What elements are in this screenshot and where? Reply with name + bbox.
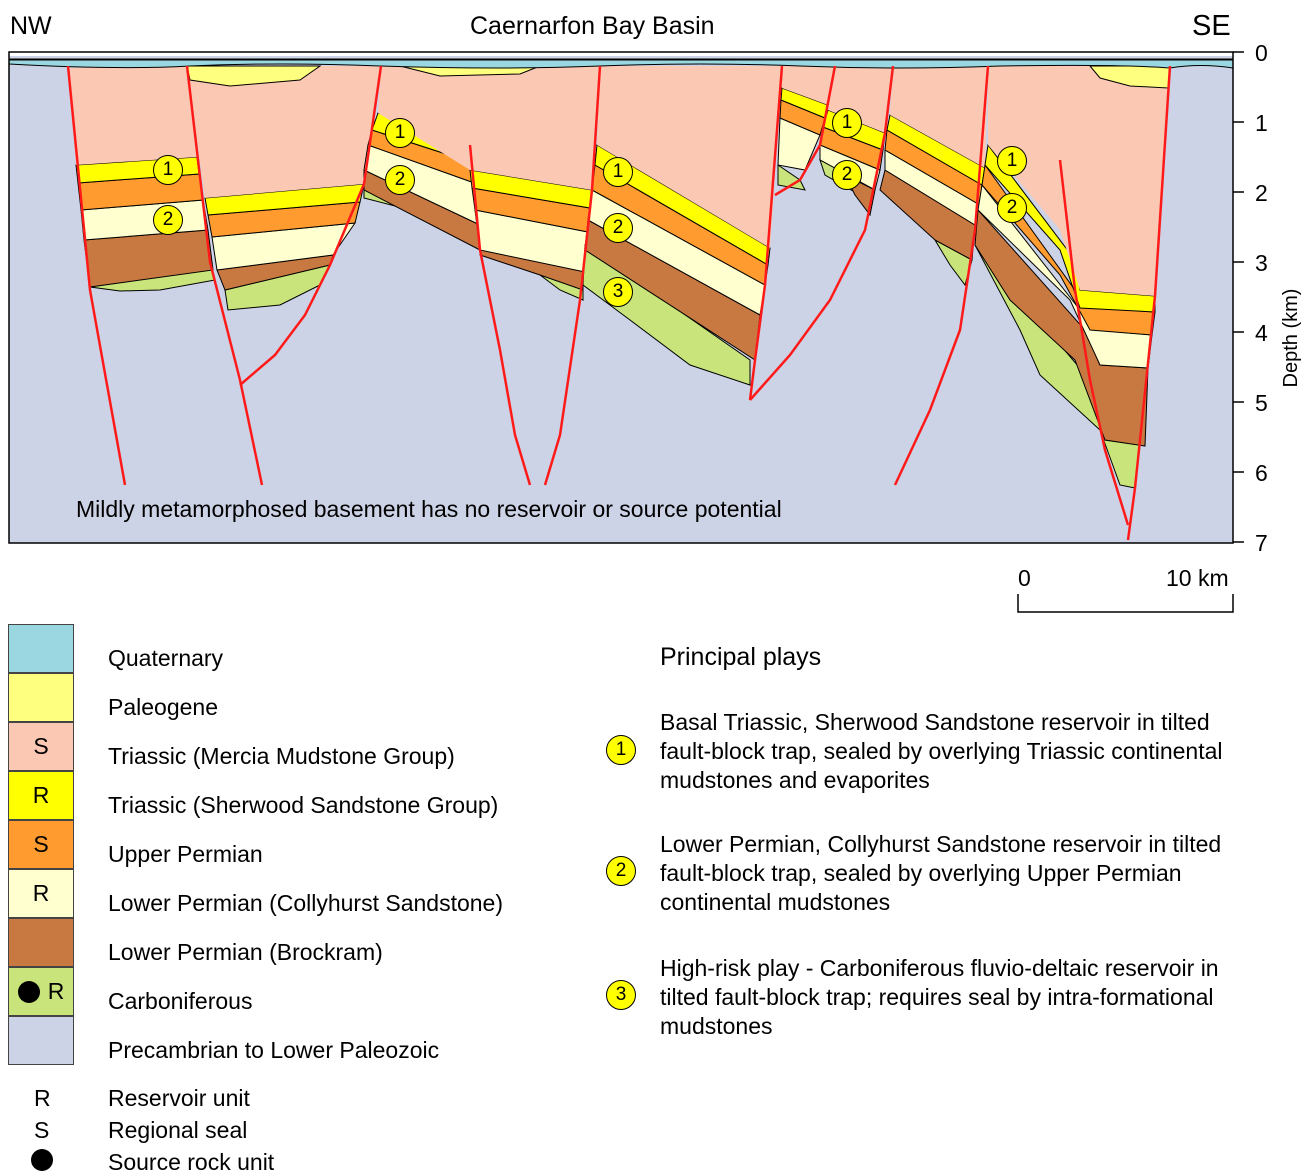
depth-tick-2: 2 [1255, 180, 1268, 206]
play-description-1: Basal Triassic, Sherwood Sandstone reser… [660, 709, 1223, 793]
fault-7 [749, 65, 895, 401]
source-rock-icon [17, 980, 40, 1003]
legend-swatch-sherwood: R [8, 771, 74, 820]
legend-label: Quaternary [108, 645, 224, 671]
legend-label: Lower Permian (Collyhurst Sandstone) [108, 890, 504, 916]
play-description-3: High-risk play - Carboniferous fluvio-de… [660, 955, 1219, 1039]
legend-label: Paleogene [108, 694, 218, 720]
depth-tick-3: 3 [1255, 250, 1268, 276]
fault-block-e [777, 66, 835, 191]
scale-bar-start: 0 [1018, 565, 1031, 591]
legend-swatch-mercia: S [8, 722, 74, 771]
section-marker-play-3: 3 [603, 277, 633, 307]
plays-heading: Principal plays [660, 643, 822, 671]
section-marker-play-2: 2 [603, 213, 633, 243]
orientation-left: NW [10, 12, 52, 40]
fault-block-g [879, 66, 988, 287]
play-description-2: Lower Permian, Collyhurst Sandstone rese… [660, 831, 1222, 915]
fault-10 [1058, 159, 1130, 526]
fault-block-h [974, 65, 1171, 489]
legend-label: Precambrian to Lower Paleozoic [108, 1037, 440, 1063]
basement-note: Mildly metamorphosed basement has no res… [76, 496, 782, 522]
section-marker-play-2: 2 [997, 193, 1027, 223]
section-marker-play-1: 1 [832, 108, 862, 138]
depth-tick-1: 1 [1255, 110, 1268, 136]
play-marker-3: 3 [606, 980, 636, 1010]
legend-label: Lower Permian (Brockram) [108, 939, 383, 965]
depth-axis-ticks [1233, 51, 1244, 543]
scale-bar-end: 10 km [1166, 565, 1229, 591]
depth-axis-label: Depth (km) [1280, 288, 1302, 388]
legend-label: Triassic (Mercia Mudstone Group) [108, 743, 455, 769]
legend-swatch-paleogene [8, 673, 74, 722]
fault-block-c [363, 65, 600, 301]
key-label: Reservoir unit [108, 1085, 250, 1111]
legend-swatch-upper-permian: S [8, 820, 74, 869]
section-marker-play-1: 1 [153, 155, 183, 185]
depth-tick-5: 5 [1255, 390, 1268, 416]
fault-9 [893, 65, 990, 486]
depth-tick-7: 7 [1255, 530, 1268, 556]
orientation-right: SE [1192, 10, 1231, 42]
section-marker-play-2: 2 [832, 160, 862, 190]
section-marker-play-1: 1 [997, 146, 1027, 176]
key-symbol-reservoir: R [34, 1085, 51, 1111]
legend-swatch-quaternary [8, 624, 74, 673]
section-frame [8, 51, 1234, 544]
fault-1 [66, 65, 127, 486]
section-marker-play-2: 2 [385, 165, 415, 195]
fault-2 [185, 65, 264, 486]
fault-block-d [582, 66, 782, 386]
legend-label: Carboniferous [108, 988, 253, 1014]
section-marker-play-1: 1 [385, 118, 415, 148]
depth-tick-0: 0 [1255, 40, 1268, 66]
cross-section [8, 51, 1244, 544]
depth-tick-6: 6 [1255, 460, 1268, 486]
legend-swatch-basement [8, 1016, 74, 1065]
fault-4 [468, 144, 532, 486]
section-marker-play-2: 2 [153, 205, 183, 235]
key-label: Regional seal [108, 1117, 248, 1143]
fault-11 [1126, 65, 1172, 541]
legend-label: Triassic (Sherwood Sandstone Group) [108, 792, 499, 818]
legend-label: Upper Permian [108, 841, 263, 867]
play-marker-1: 1 [606, 735, 636, 765]
fault-block-b [186, 65, 381, 311]
depth-tick-4: 4 [1255, 320, 1268, 346]
legend-swatch-collyhurst: R [8, 869, 74, 918]
legend-swatch-carboniferous: R [8, 967, 74, 1016]
section-marker-play-1: 1 [603, 157, 633, 187]
source-rock-dot-icon [31, 1149, 53, 1171]
fault-8 [774, 65, 837, 197]
fault-6 [748, 65, 784, 401]
key-label: Source rock unit [108, 1149, 275, 1175]
key-symbol-seal: S [34, 1117, 50, 1143]
play-marker-2: 2 [606, 856, 636, 886]
quaternary-layer [8, 59, 1234, 69]
legend-swatch-brockram [8, 918, 74, 967]
fault-5 [543, 65, 602, 486]
faults [66, 65, 1172, 541]
fault-3 [239, 65, 383, 386]
scale-bar-graphic [1017, 594, 1234, 613]
section-title: Caernarfon Bay Basin [470, 12, 715, 40]
